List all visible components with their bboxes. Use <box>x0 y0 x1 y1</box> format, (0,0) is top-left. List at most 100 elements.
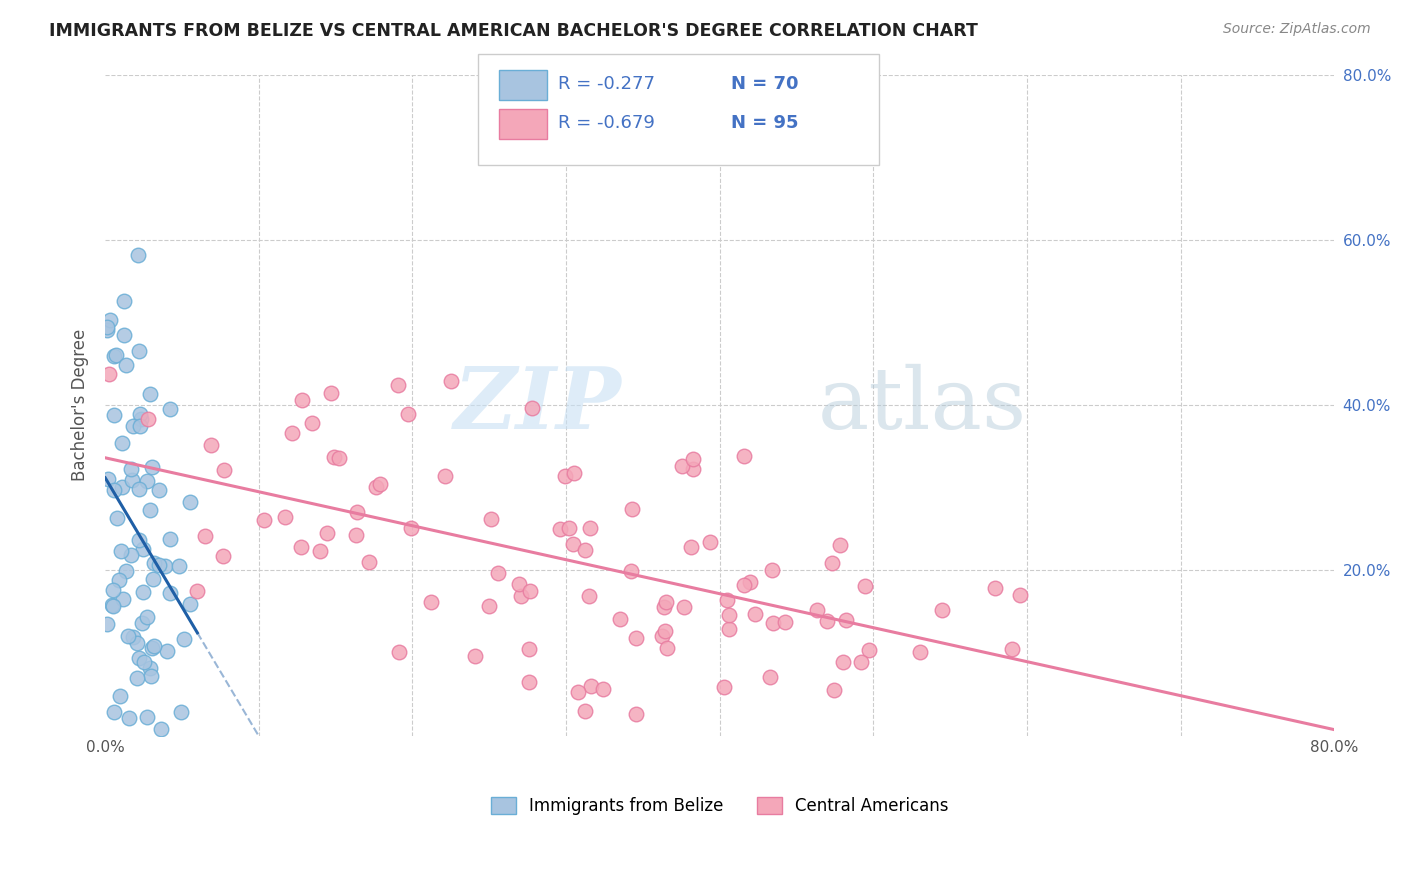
Text: N = 70: N = 70 <box>731 75 799 93</box>
Point <box>682 462 704 476</box>
Point <box>478 599 501 614</box>
Point <box>103 705 125 719</box>
Point <box>517 641 540 656</box>
Point <box>103 409 125 423</box>
Point <box>655 595 678 609</box>
Point <box>141 640 163 655</box>
Point <box>716 593 738 607</box>
Point <box>420 595 443 609</box>
Point <box>579 521 602 535</box>
Point <box>155 558 177 573</box>
Point <box>655 641 678 656</box>
Point <box>396 407 419 421</box>
Point <box>366 480 388 494</box>
Point <box>103 483 125 497</box>
Point <box>273 510 295 524</box>
Point <box>679 540 702 554</box>
Point <box>806 603 828 617</box>
Point <box>651 629 673 643</box>
Point <box>624 706 647 721</box>
Point <box>167 559 190 574</box>
Point <box>128 407 150 421</box>
Point <box>517 674 540 689</box>
Point <box>733 578 755 592</box>
Point <box>149 722 172 736</box>
Point <box>132 542 155 557</box>
Point <box>853 579 876 593</box>
Point <box>112 293 135 308</box>
Point <box>558 521 581 535</box>
Point <box>671 458 693 473</box>
Point <box>328 450 350 465</box>
Point <box>107 573 129 587</box>
Point <box>316 525 339 540</box>
Point <box>100 313 122 327</box>
Point <box>141 459 163 474</box>
Point <box>291 393 314 408</box>
Point <box>117 628 139 642</box>
Point <box>194 529 217 543</box>
Point <box>509 589 531 603</box>
Point <box>115 358 138 372</box>
Point <box>159 401 181 416</box>
Point <box>1001 642 1024 657</box>
Point <box>433 469 456 483</box>
Point <box>148 483 170 498</box>
Point <box>103 599 125 613</box>
Point <box>128 651 150 665</box>
Point <box>281 426 304 441</box>
Point <box>142 639 165 653</box>
Point <box>103 349 125 363</box>
Point <box>127 247 149 261</box>
Point <box>138 387 160 401</box>
Point <box>624 632 647 646</box>
Text: Source: ZipAtlas.com: Source: ZipAtlas.com <box>1223 22 1371 37</box>
Point <box>508 577 530 591</box>
Text: N = 95: N = 95 <box>731 114 799 132</box>
Text: R = -0.679: R = -0.679 <box>558 114 655 132</box>
Point <box>388 645 411 659</box>
Point <box>212 463 235 477</box>
Point <box>740 575 762 590</box>
Point <box>129 419 152 434</box>
Point <box>112 328 135 343</box>
Point <box>138 661 160 675</box>
Point <box>129 412 152 426</box>
Point <box>120 549 142 563</box>
Point <box>101 583 124 598</box>
Point <box>830 538 852 552</box>
Point <box>159 586 181 600</box>
Point <box>592 682 614 697</box>
Point <box>849 655 872 669</box>
Point <box>104 348 127 362</box>
Point <box>713 680 735 694</box>
Point <box>1010 588 1032 602</box>
Point <box>519 584 541 599</box>
Point <box>131 615 153 630</box>
Point <box>357 555 380 569</box>
Point <box>368 476 391 491</box>
Point <box>654 624 676 639</box>
Point <box>820 556 842 570</box>
Point <box>121 474 143 488</box>
Point <box>761 564 783 578</box>
Point <box>463 649 485 664</box>
Point <box>759 671 782 685</box>
Point <box>983 582 1005 596</box>
Point <box>561 537 583 551</box>
Point <box>186 583 208 598</box>
Point <box>179 495 201 509</box>
Point <box>835 613 858 627</box>
Point <box>301 416 323 430</box>
Point <box>609 612 631 626</box>
Point <box>134 655 156 669</box>
Point <box>111 480 134 494</box>
Point <box>931 603 953 617</box>
Point <box>479 512 502 526</box>
Point <box>148 558 170 573</box>
Point <box>110 435 132 450</box>
Point <box>823 683 845 698</box>
Point <box>179 597 201 611</box>
Point <box>346 505 368 519</box>
Point <box>290 540 312 554</box>
